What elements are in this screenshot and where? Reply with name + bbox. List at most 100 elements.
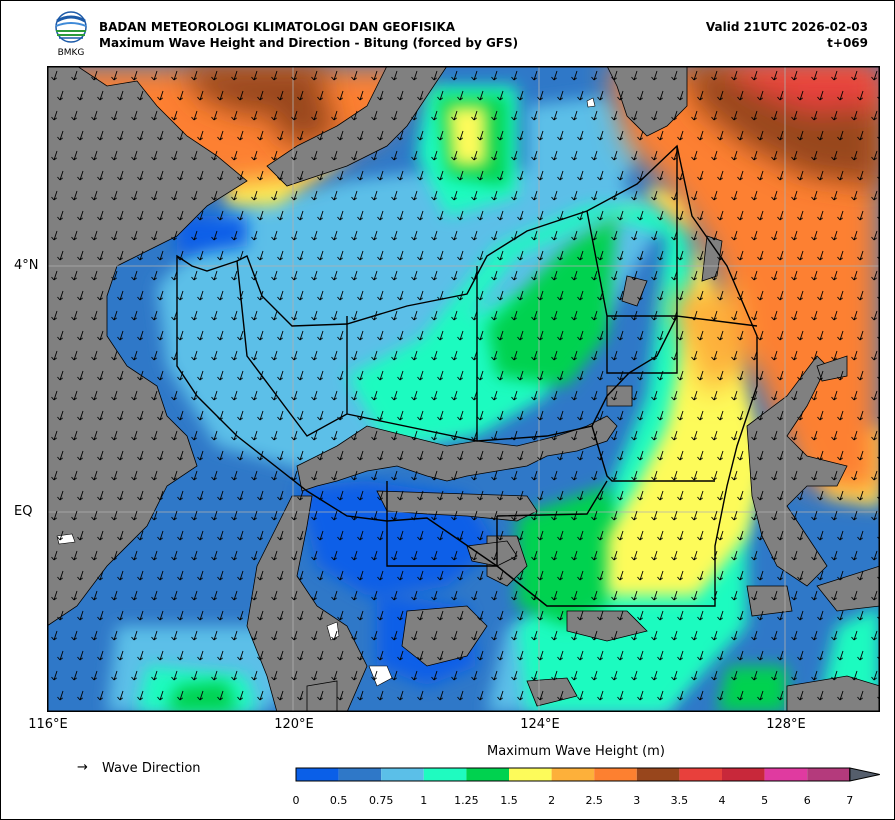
wave-arrow (471, 70, 478, 81)
wave-arrow (237, 130, 244, 141)
wave-arrow (791, 670, 798, 681)
wave-arrow (91, 190, 98, 201)
wave-arrow (737, 410, 744, 421)
wave-arrow (91, 230, 98, 241)
wave-arrow (237, 450, 244, 461)
wave-arrow (571, 190, 578, 201)
wave-arrow (351, 670, 358, 681)
wave-arrow (77, 410, 84, 421)
wave-arrow (771, 630, 778, 641)
wave-arrow (471, 670, 478, 681)
wave-arrow (817, 330, 824, 341)
wave-arrow (591, 550, 598, 561)
wave-arrow (677, 290, 684, 301)
wave-arrow (871, 470, 878, 481)
wave-arrow (197, 290, 204, 301)
wave-arrow (131, 150, 138, 161)
wave-arrow (757, 370, 764, 381)
wave-arrow (91, 590, 98, 601)
wave-arrow (77, 450, 84, 461)
wave-arrow (697, 290, 704, 301)
wave-arrow (791, 630, 798, 641)
wave-arrow (811, 190, 818, 201)
wave-arrow (271, 390, 278, 401)
wave-arrow (431, 310, 438, 321)
wave-arrow (71, 670, 78, 681)
wave-arrow (697, 610, 704, 621)
wave-arrow (71, 310, 78, 321)
wave-arrow (377, 90, 384, 101)
wave-arrow (871, 350, 878, 361)
wave-arrow (291, 270, 298, 281)
wave-arrow (191, 510, 198, 521)
wave-arrow (137, 250, 144, 261)
wave-arrow (491, 70, 498, 81)
wave-arrow (617, 290, 624, 301)
wave-arrow (791, 110, 798, 121)
wave-arrow (711, 470, 718, 481)
wave-arrow (351, 70, 358, 81)
wave-arrow (251, 230, 258, 241)
wave-arrow (391, 430, 398, 441)
wave-arrow (757, 330, 764, 341)
wave-arrow (411, 550, 418, 561)
wave-arrow (457, 690, 464, 701)
wave-arrow (291, 670, 298, 681)
wave-arrow (357, 490, 364, 501)
wave-arrow (271, 310, 278, 321)
colorbar-segment (381, 768, 424, 781)
wave-arrow (337, 290, 344, 301)
wave-arrow (697, 130, 704, 141)
wave-arrow (437, 530, 444, 541)
wave-arrow (311, 630, 318, 641)
wave-arrow (157, 330, 164, 341)
wave-arrow (391, 670, 398, 681)
wave-arrow (597, 530, 604, 541)
wave-arrow (457, 410, 464, 421)
wave-arrow (751, 270, 758, 281)
wave-arrow (97, 410, 104, 421)
wave-arrow (631, 390, 638, 401)
wave-arrow (537, 490, 544, 501)
wave-arrow (51, 590, 58, 601)
wave-arrow (371, 590, 378, 601)
wave-arrow (131, 310, 138, 321)
wave-arrow (737, 610, 744, 621)
wave-arrow (577, 170, 584, 181)
wave-arrow (111, 190, 118, 201)
wave-arrow (131, 550, 138, 561)
wave-arrow (717, 530, 724, 541)
wave-arrow (471, 510, 478, 521)
wave-arrow (497, 250, 504, 261)
wave-arrow (517, 370, 524, 381)
wave-arrow (517, 610, 524, 621)
wave-arrow (577, 250, 584, 261)
colorbar-tick-label: 3.5 (670, 794, 689, 807)
colorbar-tick-label: 1 (420, 794, 428, 807)
wave-arrow (217, 370, 224, 381)
lon-label-116: 116°E (28, 717, 68, 732)
wave-arrow (677, 610, 684, 621)
wave-arrow (717, 410, 724, 421)
wave-arrow (417, 290, 424, 301)
wave-arrow (871, 270, 878, 281)
wave-arrow (811, 310, 818, 321)
wave-arrow (451, 190, 458, 201)
wave-arrow (771, 550, 778, 561)
wave-arrow (491, 150, 498, 161)
wave-arrow (437, 610, 444, 621)
wave-arrow (277, 370, 284, 381)
wave-arrow (557, 90, 564, 101)
wave-arrow (311, 70, 318, 81)
wave-arrow (857, 130, 864, 141)
wave-arrow (531, 630, 538, 641)
wave-arrow (177, 370, 184, 381)
wave-arrow (51, 430, 58, 441)
wave-arrow (411, 190, 418, 201)
wave-arrow (171, 70, 178, 81)
wave-arrow (137, 650, 144, 661)
wave-arrow (811, 70, 818, 81)
wave-arrow (377, 570, 384, 581)
wave-arrow (137, 90, 144, 101)
wave-arrow (831, 470, 838, 481)
